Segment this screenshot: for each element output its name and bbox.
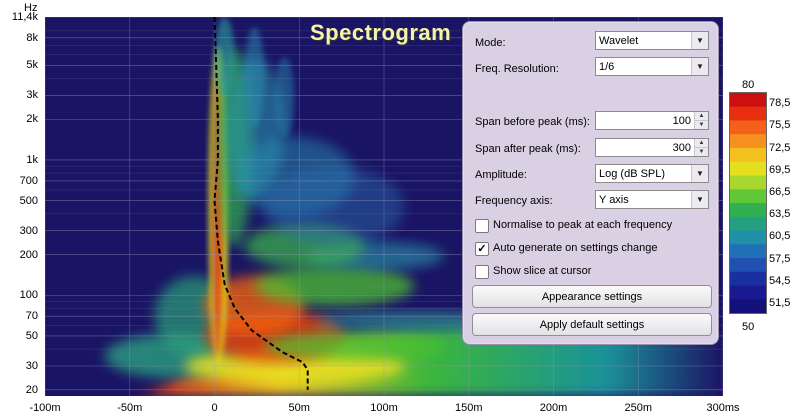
colorbar-segment — [730, 134, 766, 149]
y-tick-label: 100 — [19, 289, 38, 302]
frequency-axis-value: Y axis — [599, 194, 629, 206]
x-tick-label: 50m — [288, 402, 310, 414]
colorbar-segment — [730, 216, 766, 231]
frequency-axis-select[interactable]: Y axis ▼ — [595, 190, 709, 209]
chevron-down-icon[interactable]: ▼ — [691, 32, 708, 49]
y-tick-label: 700 — [19, 174, 38, 187]
heat-region — [244, 27, 265, 127]
y-tick-label: 70 — [25, 310, 38, 323]
show-slice-label: Show slice at cursor — [493, 265, 592, 277]
colorbar-tick-label: 72,5 — [769, 141, 791, 154]
span-after-input[interactable]: 300 ▲ ▼ — [595, 138, 709, 157]
spin-down-icon[interactable]: ▼ — [698, 149, 705, 155]
colorbar-tick-label: 60,5 — [769, 230, 791, 243]
x-tick-label: -50m — [117, 402, 143, 414]
mode-value: Wavelet — [599, 35, 639, 47]
y-tick-label: 200 — [19, 248, 38, 261]
x-tick-label: -100m — [29, 402, 61, 414]
chart-title: Spectrogram — [310, 20, 452, 45]
span-before-input[interactable]: 100 ▲ ▼ — [595, 111, 709, 130]
colorbar-segment — [730, 271, 766, 286]
colorbar-tick-label: 75,5 — [769, 119, 791, 132]
y-tick-label: 500 — [19, 194, 38, 207]
frequency-axis-label: Frequency axis: — [475, 195, 553, 207]
y-tick-label: 5k — [26, 59, 38, 72]
chevron-down-icon[interactable]: ▼ — [691, 165, 708, 182]
chevron-down-icon[interactable]: ▼ — [691, 58, 708, 75]
colorbar-segment — [730, 106, 766, 121]
colorbar-segment — [730, 244, 766, 259]
heat-region — [264, 167, 405, 247]
colorbar-segment — [730, 299, 766, 313]
colorbar-segment — [730, 189, 766, 204]
heat-region — [264, 332, 445, 360]
spin-up-icon[interactable]: ▲ — [695, 139, 708, 148]
colorbar-segment — [730, 148, 766, 163]
colorbar-tick-label: 78,5 — [769, 97, 791, 110]
span-before-label: Span before peak (ms): — [475, 116, 590, 128]
y-axis-unit: Hz — [24, 2, 38, 14]
spin-up-icon[interactable]: ▲ — [695, 112, 708, 121]
freq-resolution-value: 1/6 — [599, 61, 615, 73]
y-tick-label: 11,4k — [11, 11, 38, 23]
span-before-value: 100 — [672, 115, 691, 127]
heat-region — [214, 17, 235, 97]
colorbar-min-label: 50 — [742, 321, 755, 333]
x-tick-label: 0 — [211, 402, 218, 414]
x-tick-label: 100m — [370, 402, 398, 414]
colorbar-max-label: 80 — [742, 79, 755, 91]
freq-resolution-label: Freq. Resolution: — [475, 63, 559, 75]
normalise-label: Normalise to peak at each frequency — [493, 219, 673, 231]
x-tick-label: 200m — [539, 402, 568, 414]
colorbar — [729, 92, 767, 314]
colorbar-segment — [730, 93, 766, 108]
x-tick-label: 250m — [624, 402, 653, 414]
y-tick-label: 1k — [26, 153, 38, 166]
colorbar-segment — [730, 203, 766, 218]
colorbar-segment — [730, 161, 766, 176]
y-tick-label: 30 — [25, 359, 38, 372]
span-after-label: Span after peak (ms): — [475, 143, 581, 155]
mode-label: Mode: — [475, 37, 506, 49]
colorbar-segment — [730, 258, 766, 273]
y-tick-label: 3k — [26, 89, 38, 102]
normalise-checkbox[interactable] — [475, 219, 489, 233]
y-tick-label: 8k — [26, 31, 38, 44]
y-tick-label: 300 — [19, 224, 38, 237]
mode-select[interactable]: Wavelet ▼ — [595, 31, 709, 50]
apply-default-settings-button[interactable]: Apply default settings — [472, 313, 712, 336]
span-after-value: 300 — [672, 142, 691, 154]
settings-panel: Mode: Wavelet ▼ Freq. Resolution: 1/6 ▼ … — [462, 21, 719, 345]
colorbar-tick-label: 63,5 — [769, 208, 791, 221]
y-tick-label: 2k — [26, 113, 38, 126]
appearance-settings-button[interactable]: Appearance settings — [472, 285, 712, 308]
heat-region — [254, 266, 415, 306]
colorbar-segment — [730, 285, 766, 300]
spin-down-icon[interactable]: ▼ — [698, 122, 705, 128]
amplitude-value: Log (dB SPL) — [599, 168, 666, 180]
freq-resolution-select[interactable]: 1/6 ▼ — [595, 57, 709, 76]
colorbar-tick-label: 69,5 — [769, 163, 791, 176]
heat-region — [274, 57, 295, 137]
amplitude-select[interactable]: Log (dB SPL) ▼ — [595, 164, 709, 183]
auto-generate-label: Auto generate on settings change — [493, 242, 658, 254]
checkmark-icon: ✓ — [477, 243, 487, 255]
amplitude-label: Amplitude: — [475, 169, 527, 181]
colorbar-segment — [730, 175, 766, 190]
colorbar-tick-label: 54,5 — [769, 274, 791, 287]
auto-generate-checkbox[interactable]: ✓ — [475, 242, 489, 256]
x-tick-label: 150m — [454, 402, 483, 414]
colorbar-tick-label: 66,5 — [769, 185, 791, 198]
colorbar-tick-label: 57,5 — [769, 252, 791, 265]
peak-curve — [213, 17, 309, 390]
colorbar-tick-label: 51,5 — [769, 296, 791, 309]
y-tick-label: 20 — [25, 383, 38, 396]
chevron-down-icon[interactable]: ▼ — [691, 191, 708, 208]
colorbar-segment — [730, 230, 766, 245]
show-slice-checkbox[interactable] — [475, 265, 489, 279]
y-tick-label: 50 — [25, 329, 38, 342]
colorbar-segment — [730, 120, 766, 135]
x-tick-label: 300ms — [706, 402, 740, 414]
